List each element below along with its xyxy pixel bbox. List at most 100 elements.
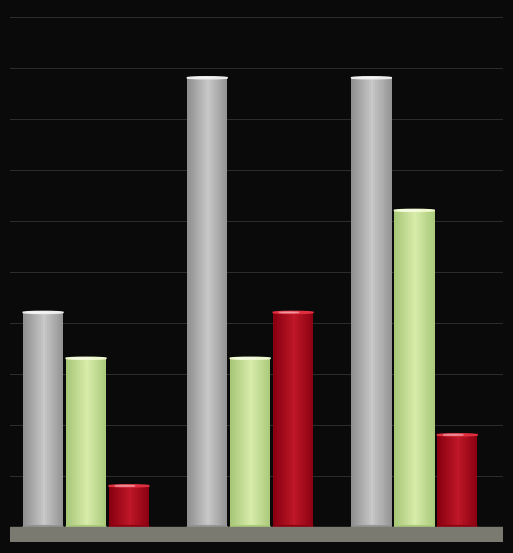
Bar: [365, 78, 367, 526]
Ellipse shape: [230, 525, 270, 528]
Bar: [303, 312, 305, 526]
Bar: [197, 78, 199, 526]
Bar: [37, 312, 39, 526]
Bar: [55, 312, 57, 526]
Bar: [437, 435, 439, 526]
Bar: [113, 486, 115, 526]
Bar: [242, 358, 244, 526]
Bar: [139, 486, 141, 526]
Bar: [240, 358, 242, 526]
Bar: [461, 435, 463, 526]
Bar: [57, 312, 60, 526]
Bar: [31, 312, 33, 526]
Bar: [279, 312, 281, 526]
Bar: [43, 312, 45, 526]
Ellipse shape: [437, 434, 478, 436]
Bar: [45, 312, 47, 526]
Bar: [41, 312, 43, 526]
Bar: [451, 435, 453, 526]
Bar: [412, 210, 415, 526]
Ellipse shape: [351, 77, 391, 79]
Bar: [445, 435, 447, 526]
Ellipse shape: [394, 210, 435, 211]
Bar: [29, 312, 31, 526]
Bar: [82, 358, 84, 526]
Ellipse shape: [115, 486, 135, 487]
Bar: [256, 358, 258, 526]
Bar: [224, 78, 225, 526]
Bar: [410, 210, 412, 526]
Bar: [238, 358, 240, 526]
Ellipse shape: [443, 434, 463, 435]
Bar: [386, 78, 388, 526]
Bar: [232, 358, 234, 526]
Bar: [47, 312, 49, 526]
Bar: [121, 486, 123, 526]
Ellipse shape: [273, 525, 313, 528]
Bar: [355, 78, 357, 526]
Bar: [143, 486, 145, 526]
Bar: [443, 435, 445, 526]
Bar: [90, 358, 92, 526]
Bar: [72, 358, 74, 526]
Ellipse shape: [351, 525, 391, 528]
Bar: [367, 78, 369, 526]
Bar: [127, 486, 129, 526]
Bar: [199, 78, 201, 526]
Bar: [430, 210, 432, 526]
Bar: [133, 486, 135, 526]
Bar: [129, 486, 131, 526]
Bar: [421, 210, 422, 526]
Bar: [376, 78, 378, 526]
Bar: [301, 312, 303, 526]
Bar: [473, 435, 476, 526]
Bar: [205, 78, 207, 526]
Bar: [455, 435, 457, 526]
Bar: [426, 210, 428, 526]
Bar: [230, 358, 232, 526]
Bar: [262, 358, 264, 526]
Bar: [476, 435, 478, 526]
Bar: [60, 312, 61, 526]
Bar: [293, 312, 295, 526]
Bar: [258, 358, 260, 526]
Bar: [357, 78, 359, 526]
Bar: [351, 78, 353, 526]
Bar: [215, 78, 218, 526]
Bar: [100, 358, 102, 526]
Bar: [250, 358, 252, 526]
Bar: [457, 435, 459, 526]
Bar: [23, 312, 25, 526]
Bar: [432, 210, 435, 526]
Bar: [285, 312, 287, 526]
Bar: [449, 435, 451, 526]
Bar: [295, 312, 297, 526]
Ellipse shape: [193, 77, 213, 79]
Bar: [404, 210, 406, 526]
Bar: [291, 312, 293, 526]
Bar: [187, 78, 189, 526]
Bar: [86, 358, 88, 526]
Bar: [51, 312, 53, 526]
Ellipse shape: [236, 358, 256, 359]
Ellipse shape: [279, 312, 299, 313]
Bar: [415, 210, 417, 526]
Bar: [35, 312, 37, 526]
Bar: [137, 486, 139, 526]
Bar: [222, 78, 224, 526]
Bar: [252, 358, 254, 526]
Bar: [145, 486, 147, 526]
Bar: [311, 312, 313, 526]
Ellipse shape: [23, 525, 63, 528]
Bar: [260, 358, 262, 526]
Bar: [203, 78, 205, 526]
Bar: [119, 486, 121, 526]
Bar: [396, 210, 398, 526]
Bar: [378, 78, 380, 526]
Bar: [84, 358, 86, 526]
Bar: [384, 78, 386, 526]
Bar: [398, 210, 400, 526]
Bar: [25, 312, 27, 526]
Ellipse shape: [437, 525, 478, 528]
Ellipse shape: [230, 357, 270, 359]
